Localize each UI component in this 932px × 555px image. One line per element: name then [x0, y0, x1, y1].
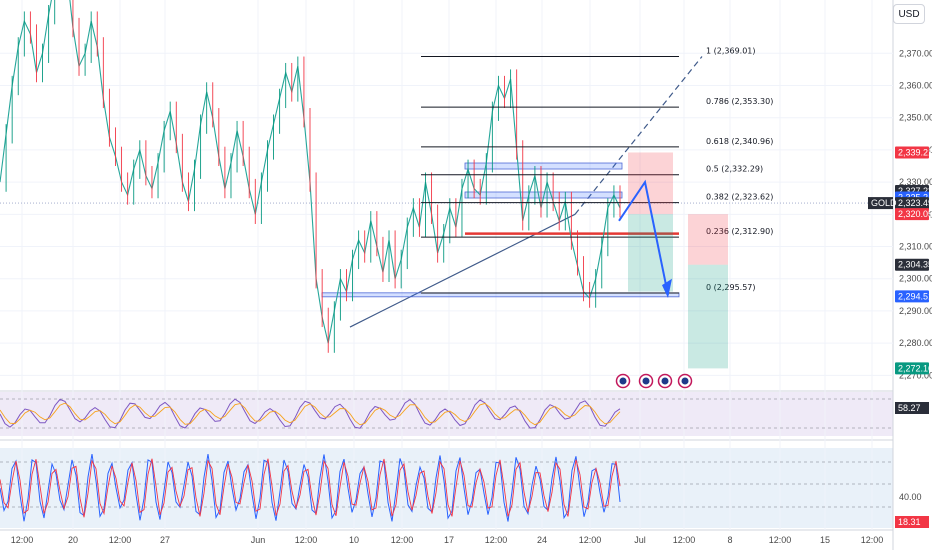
price-tag — [895, 290, 929, 303]
price-tag — [895, 197, 929, 210]
rsi-background — [0, 392, 893, 436]
time-label: 20 — [68, 535, 78, 545]
axis-tick-label: 2,350.00 — [899, 113, 932, 123]
price-tag-label: 2,327.23 — [898, 186, 932, 196]
time-label: 10 — [349, 535, 359, 545]
time-label: 12:00 — [769, 535, 792, 545]
time-label: 12:00 — [579, 535, 602, 545]
time-label: 27 — [160, 535, 170, 545]
stoch-value-label: 18.31 — [898, 517, 921, 527]
price-tag-label: 2,272.16 — [898, 363, 932, 373]
trendline-extension — [574, 56, 703, 215]
stoch-d-line — [0, 458, 621, 518]
time-label: 12:00 — [11, 535, 34, 545]
axis-tick-label: 2,270.00 — [899, 370, 932, 380]
time-label: Jul — [634, 535, 646, 545]
time-label: 12:00 — [485, 535, 508, 545]
target-zone — [628, 214, 673, 292]
time-label: 12:00 — [391, 535, 414, 545]
symbol-tag-label: GOLD — [871, 198, 897, 208]
stop-zone — [628, 152, 673, 215]
time-label: 12:00 — [673, 535, 696, 545]
fib-level-label: 0.786 (2,353.30) — [706, 97, 773, 106]
symbol-tag — [868, 197, 893, 210]
economic-events — [615, 373, 693, 389]
currency-button[interactable]: USD — [893, 4, 925, 24]
time-label: 12:00 — [295, 535, 318, 545]
axis-tick-label: 2,290.00 — [899, 306, 932, 316]
resistance-zone — [464, 162, 623, 170]
stochastic-panel — [0, 454, 893, 522]
flag-center — [619, 377, 627, 385]
forecast-path — [618, 179, 669, 296]
rsi-panel — [0, 398, 893, 429]
time-label: 24 — [537, 535, 547, 545]
price-tag — [895, 146, 929, 159]
axis-tick-label: 2,310.00 — [899, 242, 932, 252]
forecast-arrows — [618, 179, 672, 299]
axis-tick-label: 2,360.00 — [899, 81, 932, 91]
fib-level-label: 0.618 (2,340.96) — [706, 137, 773, 146]
price-tag-label: 2,323.49 — [898, 198, 932, 208]
time-label: 12:00 — [109, 535, 132, 545]
axis-tick-label: 2,300.00 — [899, 274, 932, 284]
axis-tick-label: 2,330.00 — [899, 177, 932, 187]
time-label: 8 — [727, 535, 732, 545]
rsi-value-label: 58.27 — [898, 403, 921, 413]
price-tag — [895, 362, 929, 375]
flag-center — [661, 377, 669, 385]
grid-lines — [0, 0, 894, 550]
fib-level-label: 0.5 (2,332.29) — [706, 165, 763, 174]
price-tag — [895, 258, 929, 271]
stoch-scale-label: 40.00 — [899, 492, 922, 502]
fibonacci-retracement: 1 (2,369.01) 0.786 (2,353.30) 0.618 (2,340… — [421, 46, 773, 294]
time-label: 17 — [444, 535, 454, 545]
fib-level-label: 0 (2,295.57) — [706, 283, 756, 292]
price-tag-label: 2,320.05 — [898, 209, 932, 219]
axis-tick-label: 2,370.00 — [899, 48, 932, 58]
price-tag-label: 2,294.51 — [898, 291, 932, 301]
rsi-line — [0, 398, 621, 429]
time-axis: 12:00 20 12:00 27 Jun 12:00 10 12:00 17 12:00 24 12… — [11, 535, 884, 545]
rsi-value-tag — [895, 402, 929, 414]
fib-level-label: 0.236 (2,312.90) — [706, 227, 773, 236]
fib-level-label: 1 (2,369.01) — [706, 46, 756, 55]
forecast-arrowhead — [662, 278, 672, 299]
short-position-tool — [628, 152, 728, 369]
axis-tick-label: 2,280.00 — [899, 338, 932, 348]
flag-center — [642, 377, 650, 385]
price-tag-label: 2,304.35 — [898, 260, 932, 270]
price-tag-label: 2,339.21 — [898, 147, 932, 157]
price-series — [0, 0, 621, 353]
price-axis: 2,370.002,360.002,350.002,340.002,330.00… — [868, 48, 932, 528]
price-tag — [895, 208, 929, 221]
rsi-ma-line — [0, 402, 621, 426]
target-zone — [688, 264, 728, 369]
stoch-k-line — [0, 454, 621, 522]
time-label: 12:00 — [861, 535, 884, 545]
stoch-value-tag — [895, 516, 929, 528]
time-label: 15 — [820, 535, 830, 545]
time-label: Jun — [251, 535, 266, 545]
fib-level-label: 0.382 (2,323.62) — [706, 193, 773, 202]
flag-center — [681, 377, 689, 385]
stop-zone — [688, 214, 728, 265]
